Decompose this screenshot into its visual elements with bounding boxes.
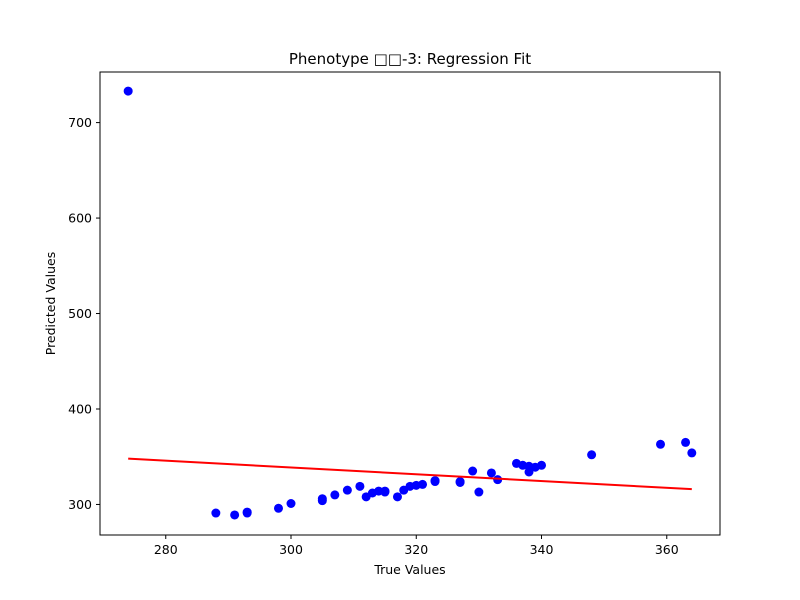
- data-point: [230, 510, 240, 520]
- y-axis-label: Predicted Values: [43, 252, 58, 356]
- x-tick-label: 360: [655, 542, 679, 557]
- x-tick-label: 300: [279, 542, 303, 557]
- y-tick-label: 700: [68, 115, 92, 130]
- data-point: [273, 503, 283, 513]
- data-point: [355, 481, 365, 491]
- data-point: [211, 508, 221, 518]
- data-point: [430, 476, 440, 486]
- y-tick-label: 300: [68, 497, 92, 512]
- data-point: [380, 486, 390, 496]
- x-tick-label: 280: [154, 542, 178, 557]
- data-point: [418, 479, 428, 489]
- y-axis-ticks: 300 400 500 600 700: [68, 115, 100, 512]
- data-point: [392, 492, 402, 502]
- data-point: [242, 507, 252, 517]
- data-point: [524, 467, 534, 477]
- data-point: [537, 460, 547, 470]
- data-point: [286, 498, 296, 508]
- data-point: [455, 477, 465, 487]
- data-point: [656, 439, 666, 449]
- data-point: [123, 86, 133, 96]
- y-tick-label: 500: [68, 306, 92, 321]
- x-axis-ticks: 280 300 320 340 360: [154, 535, 679, 557]
- axes-frame: [99, 71, 721, 536]
- data-point: [468, 466, 478, 476]
- data-point: [687, 448, 697, 458]
- data-point: [474, 487, 484, 497]
- plot-area: [123, 86, 697, 520]
- y-tick-label: 600: [68, 211, 92, 226]
- data-point: [342, 485, 352, 495]
- x-axis-label: True Values: [373, 562, 445, 577]
- data-point: [317, 494, 327, 504]
- chart-title: Phenotype □□-3: Regression Fit: [289, 50, 531, 68]
- x-tick-label: 340: [530, 542, 554, 557]
- data-point: [486, 468, 496, 478]
- y-tick-label: 400: [68, 401, 92, 416]
- regression-fit-line: [128, 457, 692, 491]
- data-point: [330, 490, 340, 500]
- data-point: [681, 437, 691, 447]
- x-tick-label: 320: [404, 542, 428, 557]
- data-point: [587, 450, 597, 460]
